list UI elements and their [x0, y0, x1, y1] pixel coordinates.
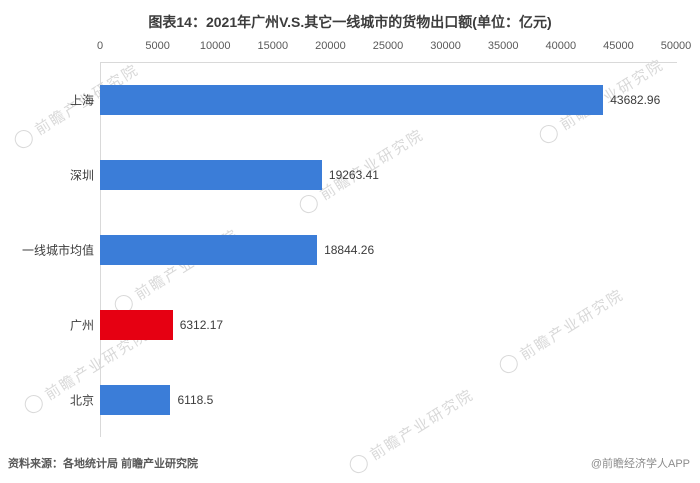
bar-row: 广州 6312.17: [70, 287, 676, 362]
value-label: 6312.17: [179, 317, 224, 332]
bar-row: 北京 6118.5: [70, 362, 676, 437]
plot-area: 上海 43682.96 深圳 19263.41 一线城市均值 18844.26 广州 6312…: [22, 62, 676, 437]
bar: [100, 309, 173, 340]
x-tick-label: 25000: [372, 40, 404, 52]
category-label: 一线城市均值: [21, 243, 94, 257]
bar: [100, 84, 604, 115]
x-tick-label: 5000: [145, 40, 170, 52]
bar-track: 18844.26: [100, 234, 676, 265]
x-axis-line: [100, 62, 677, 63]
bar-track: 6312.17: [100, 309, 676, 340]
bar: [100, 384, 171, 415]
bar-row: 上海 43682.96: [70, 62, 676, 137]
category-label: 北京: [69, 393, 94, 407]
qianzhan-logo-icon: [346, 451, 371, 477]
chart-title: 图表14：2021年广州V.S.其它一线城市的货物出口额(单位：亿元): [148, 14, 552, 30]
value-label: 6118.5: [177, 392, 214, 407]
x-tick-label: 45000: [603, 40, 634, 52]
credit-note: @前瞻经济学人APP: [590, 458, 690, 470]
x-axis-ticks: 0 5000 10000 15000 20000 25000 30000 35000 40000…: [96, 40, 691, 56]
bar-track: 43682.96: [100, 84, 676, 115]
bar-track: 6118.5: [100, 384, 676, 415]
x-tick-label: 0: [96, 40, 104, 52]
x-tick-label: 15000: [257, 40, 289, 52]
x-tick-label: 35000: [487, 40, 519, 52]
value-label: 19263.41: [328, 167, 379, 182]
x-tick-label: 10000: [199, 40, 231, 52]
qianzhan-logo-icon: [11, 126, 36, 152]
bar-row: 深圳 19263.41: [70, 137, 676, 212]
category-label: 深圳: [69, 168, 94, 182]
bar: [100, 159, 322, 190]
x-tick-label: 30000: [430, 40, 461, 52]
value-label: 43682.96: [610, 92, 661, 107]
bar-row: 一线城市均值 18844.26: [22, 212, 676, 287]
category-label: 广州: [69, 318, 94, 332]
bar: [100, 234, 318, 265]
x-tick-label: 40000: [545, 40, 577, 52]
source-note: 资料来源：各地统计局 前瞻产业研究院: [8, 458, 199, 470]
bar-track: 19263.41: [100, 159, 676, 190]
category-label: 上海: [69, 93, 94, 107]
x-tick-label: 20000: [315, 40, 346, 52]
value-label: 18844.26: [324, 242, 375, 257]
x-tick-label: 50000: [660, 40, 692, 52]
